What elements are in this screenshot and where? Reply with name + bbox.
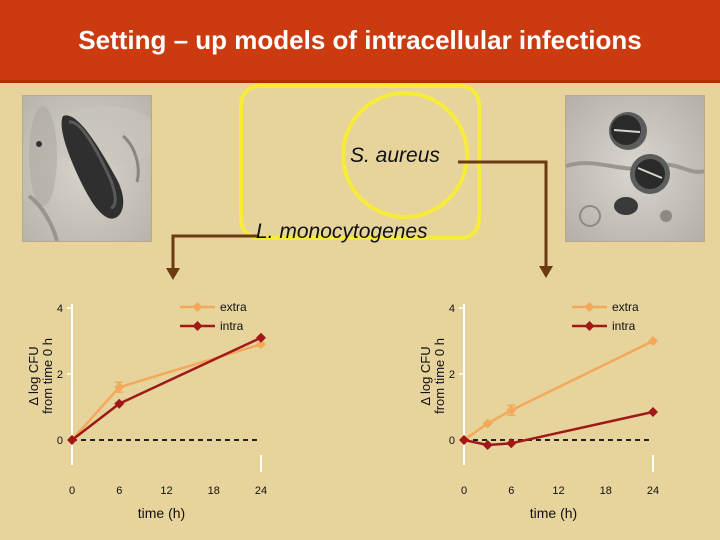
left-chart-y-axis-label: Δ log CFUfrom time 0 h (26, 338, 55, 414)
right-chart-x-axis-label: time (h) (530, 505, 577, 521)
right-chart-y-tick-label-0: 0 (449, 435, 455, 447)
left-chart-legend-extra-label: extra (220, 300, 247, 314)
left-chart-y-tick-label-2: 4 (57, 303, 63, 315)
right-chart-series-extra-line (463, 339, 654, 442)
right-chart-legend-intra-label: intra (612, 319, 636, 333)
right-chart-series-intra-point-1 (482, 439, 493, 450)
left-chart-series-extra-point-1 (114, 382, 125, 393)
label-primary-organism: S. aureus (350, 144, 440, 167)
right-chart-series-extra-point-2 (506, 405, 517, 416)
left-chart-series-intra-point-1 (114, 398, 125, 409)
left-chart-series-extra-point-2 (256, 339, 266, 350)
right-chart-series-extra-point-1 (482, 418, 493, 429)
right-chart-series-intra-point-3 (648, 406, 658, 417)
right-chart-y-tick-label-1: 2 (449, 369, 455, 381)
left-chart-y-tick-label-1: 2 (57, 369, 63, 381)
right-chart-x-tick-label-4: 24 (647, 485, 659, 497)
left-chart-series-extra-line (71, 343, 262, 441)
right-chart-x-tick-label-2: 12 (552, 485, 564, 497)
right-chart-x-tick-label-0: 0 (461, 485, 467, 497)
left-chart-x-tick-label-1: 6 (116, 485, 122, 497)
label-secondary-organism: L. monocytogenes (256, 220, 428, 243)
arrow-right-line (458, 160, 548, 266)
micrograph-left (22, 95, 152, 242)
right-chart-series-intra-line (463, 410, 654, 447)
left-chart-series-intra-point-0 (67, 435, 77, 445)
right-chart-legend-intra-marker (584, 321, 595, 331)
arrow-right-head (539, 266, 553, 278)
left-chart-legend-extra-marker (192, 302, 203, 312)
left-chart-y-tick-label-0: 0 (57, 435, 63, 447)
slide-title: Setting – up models of intracellular inf… (78, 24, 642, 55)
left-chart-legend-intra-marker (192, 321, 203, 331)
left-chart-x-tick-label-3: 18 (208, 485, 220, 497)
right-chart-series-intra-point-0 (459, 435, 469, 445)
right-chart-x-tick-label-1: 6 (508, 485, 514, 497)
right-chart-series-intra-point-2 (506, 438, 517, 449)
left-chart-x-tick-label-0: 0 (69, 485, 75, 497)
left-chart-legend-intra-label: intra (220, 319, 244, 333)
right-chart-legend-extra-marker (584, 302, 595, 312)
arrow-left-head (166, 268, 180, 280)
right-chart-x-tick-label-3: 18 (600, 485, 612, 497)
right-chart-series-extra-point-3 (648, 336, 658, 346)
left-chart-series-intra-point-2 (256, 332, 266, 343)
title-bar: Setting – up models of intracellular inf… (0, 0, 720, 83)
right-chart-legend-extra-label: extra (612, 300, 639, 314)
micrograph-right (565, 95, 705, 242)
arrow-left-line (171, 234, 258, 268)
right-chart-y-axis-label: Δ log CFUfrom time 0 h (418, 338, 447, 414)
left-chart-x-tick-label-4: 24 (255, 485, 267, 497)
left-chart-x-axis-label: time (h) (138, 505, 185, 521)
left-chart-x-tick-label-2: 12 (160, 485, 172, 497)
right-chart-y-tick-label-2: 4 (449, 303, 455, 315)
